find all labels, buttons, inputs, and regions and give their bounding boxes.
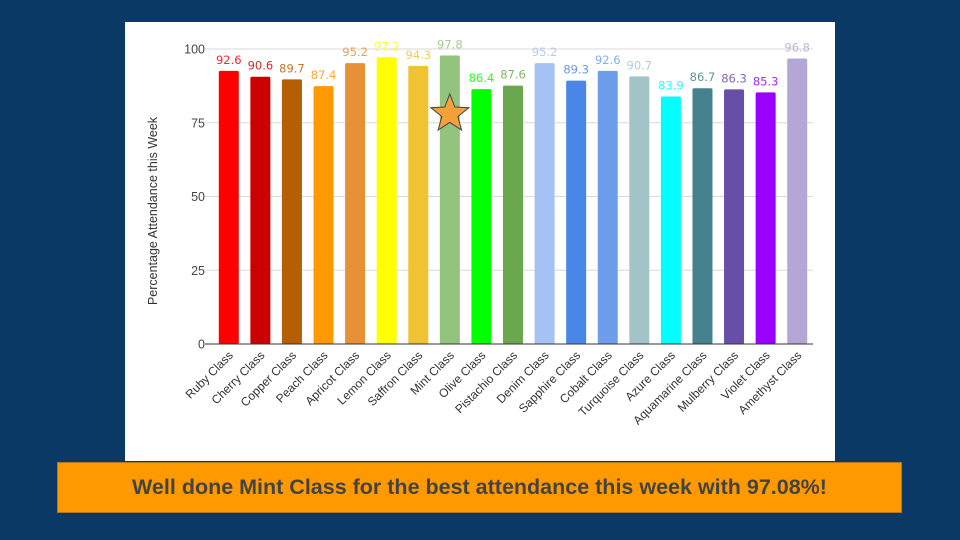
- data-label: 86.3: [721, 71, 747, 85]
- bar: [376, 57, 397, 344]
- data-label: 89.7: [279, 61, 305, 75]
- bar: [534, 63, 555, 344]
- star-icon: [429, 92, 471, 132]
- data-label: 86.7: [690, 70, 716, 84]
- data-labels: 92.6 90.6 89.7 87.4 95.2 97.2 94.3 97.8 86.4 87.6…: [216, 37, 810, 92]
- data-label: 85.3: [753, 74, 779, 88]
- data-label: 87.4: [311, 68, 337, 82]
- congratulations-banner: Well done Mint Class for the best attend…: [57, 462, 902, 513]
- data-label: 92.6: [216, 53, 242, 67]
- bars: [218, 55, 808, 345]
- data-label: 96.8: [784, 40, 810, 54]
- y-axis-ticks: 0 25 50 75 100: [184, 43, 205, 352]
- bar: [566, 80, 587, 344]
- bar: [250, 76, 271, 345]
- data-label: 97.2: [374, 39, 400, 53]
- bar: [439, 55, 460, 345]
- y-tick-label: 50: [191, 190, 205, 204]
- bar: [345, 63, 366, 344]
- bar: [597, 70, 618, 344]
- data-label: 90.7: [627, 58, 653, 72]
- bar: [692, 88, 713, 344]
- y-tick-label: 100: [184, 43, 205, 57]
- bar: [218, 70, 239, 344]
- data-label: 92.6: [595, 53, 621, 67]
- data-label: 95.2: [532, 45, 558, 59]
- bar: [660, 96, 681, 345]
- data-label: 83.9: [658, 78, 684, 92]
- banner-text: Well done Mint Class for the best attend…: [132, 475, 827, 499]
- y-axis-label: Percentage Attendance this Week: [146, 116, 160, 305]
- y-tick-label: 25: [191, 264, 205, 278]
- data-label: 86.4: [469, 71, 495, 85]
- data-label: 94.3: [405, 48, 431, 62]
- y-tick-label: 0: [198, 338, 205, 352]
- bar: [471, 89, 492, 345]
- bar: [629, 76, 650, 344]
- bar: [313, 86, 334, 345]
- data-label: 90.6: [248, 59, 274, 73]
- bar: [755, 92, 776, 345]
- data-label: 89.3: [563, 63, 589, 77]
- y-tick-label: 75: [191, 116, 205, 130]
- data-label: 95.2: [342, 45, 368, 59]
- attendance-bar-chart: 0 25 50 75 100 Percentage Attendance this We…: [146, 37, 813, 427]
- data-label: 97.8: [437, 37, 463, 51]
- bar: [503, 85, 523, 344]
- bar: [281, 79, 302, 344]
- data-label: 87.6: [500, 68, 526, 82]
- bar: [408, 65, 429, 344]
- bar: [724, 89, 745, 344]
- bar: [787, 58, 808, 344]
- chart-panel: 0 25 50 75 100 Percentage Attendance this We…: [125, 22, 835, 461]
